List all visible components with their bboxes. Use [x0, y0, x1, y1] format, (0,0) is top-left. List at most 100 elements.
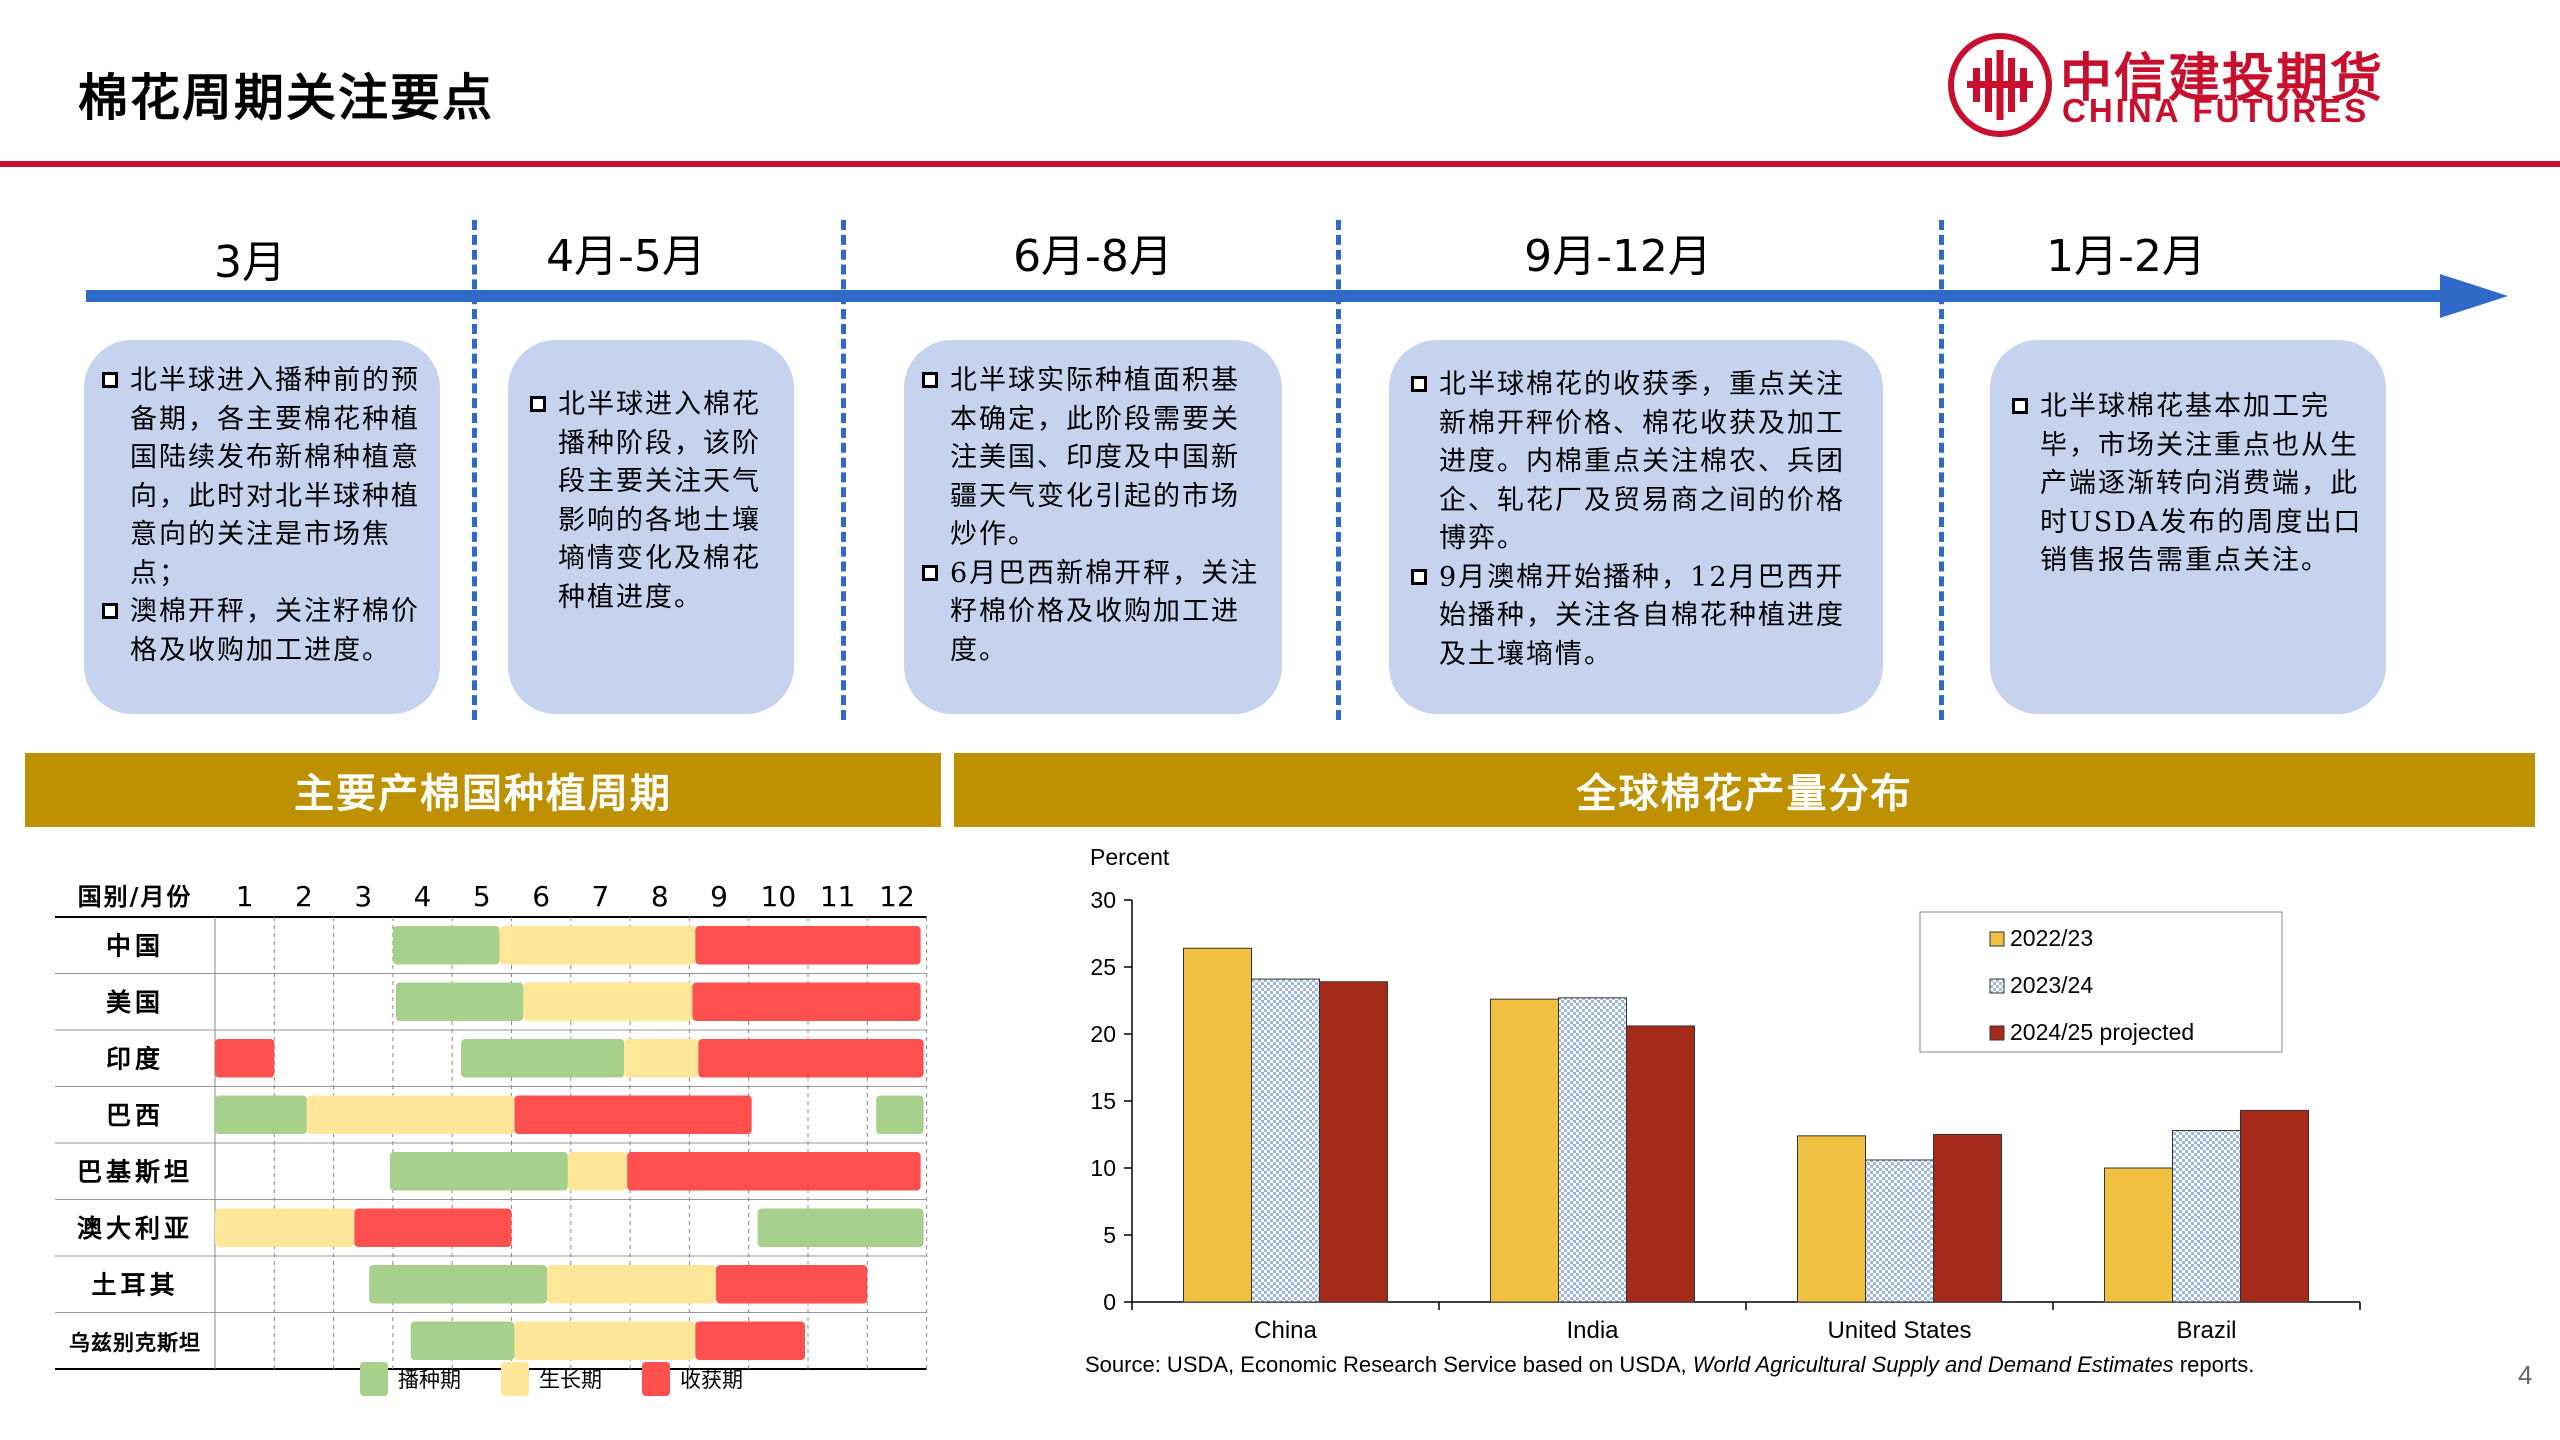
calendar-segment-growing — [624, 1039, 699, 1078]
calendar-segment-harvest — [695, 1321, 806, 1360]
china-futures-logo-icon — [1948, 33, 2052, 137]
timeline-card: 北半球棉花的收获季，重点关注新棉开秤价格、棉花收获及加工进度。内棉重点关注棉农、… — [1389, 340, 1883, 714]
month-tick-label: 2 — [295, 880, 313, 913]
country-label: 美国 — [106, 988, 164, 1017]
calendar-segment-harvest — [354, 1208, 512, 1247]
calendar-segment-sowing — [395, 982, 524, 1021]
month-tick-label: 1 — [236, 880, 254, 913]
bar-2022-23 — [1797, 1135, 1866, 1303]
calendar-segment-sowing — [461, 1039, 625, 1078]
y-tick-label: 25 — [1090, 954, 1116, 980]
bar-2022-23 — [1183, 947, 1252, 1303]
y-axis-title: Percent — [1090, 844, 1170, 870]
calendar-segment-harvest — [627, 1152, 921, 1191]
calendar-segment-sowing — [757, 1208, 924, 1247]
legend-swatch — [642, 1362, 670, 1396]
page-title: 棉花周期关注要点 — [78, 68, 494, 127]
legend-label: 2024/25 projected — [2010, 1019, 2194, 1045]
brand-logo — [1945, 30, 2385, 140]
bar-2024-25-projected — [1626, 1025, 1695, 1303]
month-tick-label: 7 — [592, 880, 610, 913]
legend-label: 2022/23 — [2010, 925, 2093, 951]
month-tick-label: 8 — [651, 880, 669, 913]
legend-label: 2023/24 — [2010, 972, 2093, 998]
y-tick-label: 0 — [1103, 1289, 1116, 1315]
timeline-card: 北半球实际种植面积基本确定，此阶段需要关注美国、印度及中国新疆天气变化引起的市场… — [904, 340, 1282, 714]
calendar-header-label: 国别/月份 — [78, 882, 193, 911]
checkbox-bullet-icon — [2012, 398, 2028, 414]
calendar-segment-growing — [215, 1208, 355, 1247]
period-divider — [1336, 220, 1341, 720]
country-label: 中国 — [106, 931, 164, 960]
calendar-segment-harvest — [716, 1265, 868, 1304]
card-bullet: 北半球实际种植面积基本确定，此阶段需要关注美国、印度及中国新疆天气变化引起的市场… — [922, 362, 1264, 555]
month-tick-label: 12 — [879, 880, 915, 913]
timeline-card: 北半球棉花基本加工完毕，市场关注重点也从生产端逐渐转向消费端，此时USDA发布的… — [1990, 340, 2386, 714]
bar-2023-24 — [2172, 1129, 2241, 1303]
bar-2023-24 — [1251, 978, 1320, 1303]
calendar-segment-sowing — [392, 926, 500, 965]
period-label: 1月-2月 — [2046, 231, 2206, 282]
planting-calendar: 国别/月份 1 2 3 4 5 6 7 8 9 10 11 12中国美国印度巴西巴基斯坦澳大利亚土耳其乌… — [55, 880, 928, 1370]
calendar-segment-sowing — [215, 1095, 307, 1134]
country-label: 土耳其 — [91, 1270, 178, 1299]
checkbox-bullet-icon — [1411, 568, 1427, 585]
country-label: 澳大利亚 — [77, 1214, 193, 1243]
calendar-segment-sowing — [410, 1321, 515, 1360]
y-tick-label: 15 — [1090, 1088, 1116, 1114]
legend-swatch — [501, 1362, 529, 1396]
legend-item-growing: 生长期 — [501, 1362, 602, 1396]
period-divider — [1939, 220, 1944, 720]
country-label: 巴基斯坦 — [77, 1157, 193, 1186]
calendar-segment-harvest — [514, 1095, 752, 1134]
card-bullet: 9月澳棉开始播种，12月巴西开始播种，关注各自棉花种植进度及土壤墒情。 — [1411, 559, 1863, 675]
page-number: 4 — [2518, 1360, 2533, 1390]
calendar-segment-growing — [499, 926, 696, 965]
bar-2024-25-projected — [1319, 981, 1388, 1303]
x-category-label: Brazil — [2176, 1317, 2236, 1344]
chart-source-note: Source: USDA, Economic Research Service … — [1085, 1352, 2255, 1377]
calendar-segment-harvest — [695, 926, 921, 965]
calendar-segment-sowing — [389, 1152, 568, 1191]
planting-section-title: 主要产棉国种植周期 — [25, 753, 941, 827]
calendar-segment-growing — [514, 1321, 696, 1360]
card-bullet: 澳棉开秤，关注籽棉价格及收购加工进度。 — [102, 593, 422, 670]
distribution-section-title: 全球棉花产量分布 — [954, 753, 2535, 827]
card-bullet: 北半球进入棉花播种阶段，该阶段主要关注天气影响的各地土壤墒情变化及棉花种植进度。 — [530, 386, 772, 617]
x-category-label: United States — [1827, 1317, 1971, 1344]
x-category-label: China — [1254, 1317, 1317, 1344]
checkbox-bullet-icon — [102, 372, 118, 388]
legend-swatch — [1989, 1025, 2005, 1041]
checkbox-bullet-icon — [1411, 376, 1427, 392]
month-tick-label: 9 — [710, 880, 728, 913]
card-bullet: 北半球进入播种前的预备期，各主要棉花种植国陆续发布新棉种植意向，此时对北半球种植… — [102, 362, 422, 593]
legend-item-harvest: 收获期 — [642, 1362, 743, 1396]
calendar-segment-sowing — [369, 1265, 548, 1304]
month-tick-label: 6 — [532, 880, 550, 913]
checkbox-bullet-icon — [102, 603, 118, 619]
chart-legend-box — [1919, 911, 2283, 1053]
bar-2024-25-projected — [1933, 1134, 2002, 1303]
bar-2023-24 — [1865, 1159, 1934, 1303]
month-tick-label: 11 — [820, 880, 856, 913]
checkbox-bullet-icon — [530, 396, 546, 412]
y-tick-label: 20 — [1090, 1021, 1116, 1047]
card-bullet: 6月巴西新棉开秤，关注籽棉价格及收购加工进度。 — [922, 555, 1264, 671]
legend-swatch — [360, 1362, 388, 1396]
calendar-segment-growing — [567, 1152, 628, 1191]
month-tick-label: 3 — [354, 880, 372, 913]
production-bar-chart: Percent 0 5 10 15 20 25 30 China India United Stat… — [1090, 844, 2361, 1344]
checkbox-bullet-icon — [922, 372, 938, 388]
bar-2023-24 — [1558, 997, 1627, 1303]
country-label: 乌兹别克斯坦 — [69, 1330, 201, 1355]
card-bullet: 北半球棉花的收获季，重点关注新棉开秤价格、棉花收获及加工进度。内棉重点关注棉农、… — [1411, 366, 1863, 559]
calendar-segment-harvest — [215, 1039, 275, 1078]
period-label: 6月-8月 — [1013, 231, 1173, 282]
y-tick-label: 30 — [1090, 887, 1116, 913]
bar-2024-25-projected — [2240, 1109, 2309, 1303]
period-label: 3月 — [214, 237, 286, 288]
y-tick-label: 10 — [1090, 1155, 1116, 1181]
country-label: 印度 — [106, 1044, 164, 1073]
brand-name-cn: 中信建投期货 — [2060, 49, 2385, 109]
timeline-card: 北半球进入棉花播种阶段，该阶段主要关注天气影响的各地土壤墒情变化及棉花种植进度。 — [508, 340, 794, 714]
